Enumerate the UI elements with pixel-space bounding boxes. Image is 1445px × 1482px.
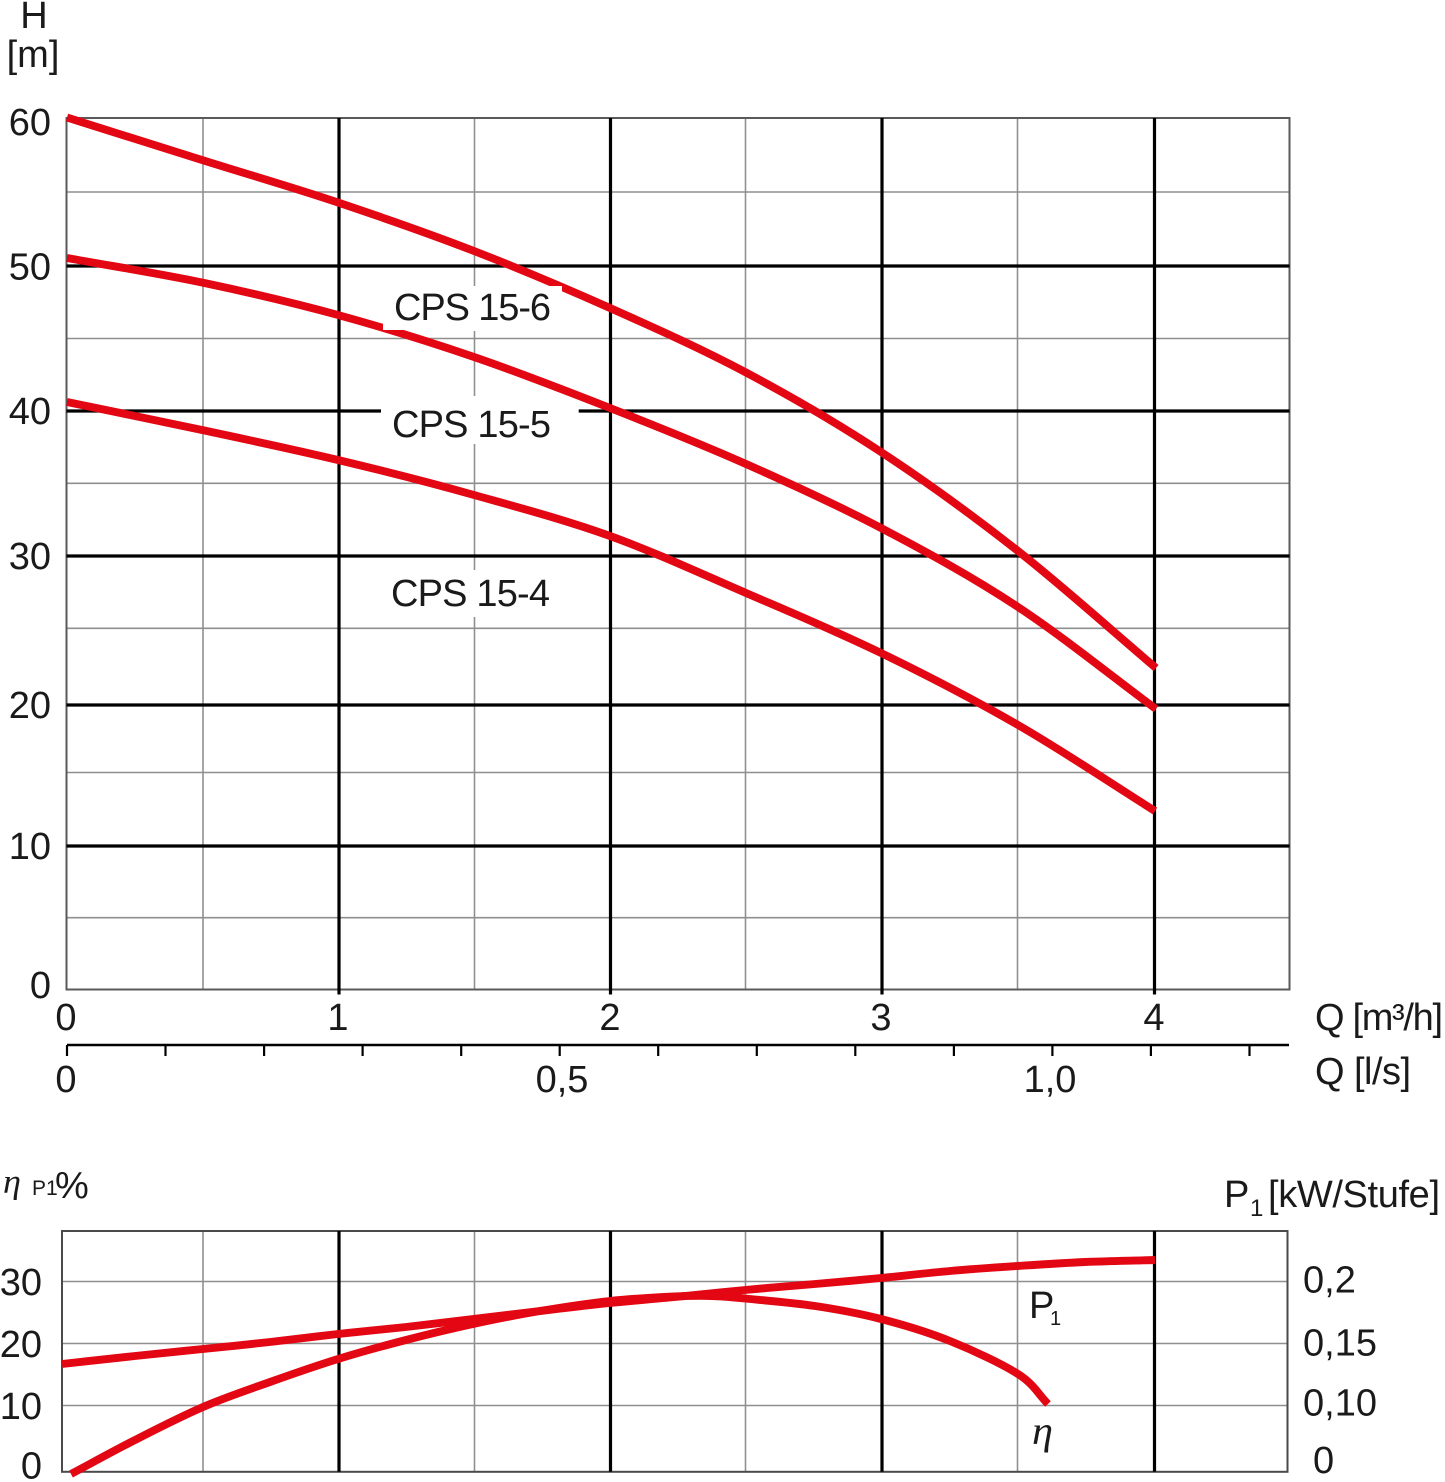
svg-text:η: η: [1032, 1408, 1053, 1453]
svg-text:1: 1: [1250, 1195, 1263, 1222]
svg-text:Q [l/s]: Q [l/s]: [1315, 1051, 1411, 1093]
svg-text:[kW/Stufe]: [kW/Stufe]: [1268, 1174, 1440, 1216]
svg-text:0: 0: [30, 965, 51, 1007]
svg-text:3: 3: [870, 997, 891, 1039]
svg-text:CPS 15-4: CPS 15-4: [391, 573, 550, 615]
svg-text:Q [m³/h]: Q [m³/h]: [1315, 997, 1443, 1039]
svg-text:1,0: 1,0: [1024, 1059, 1077, 1101]
svg-text:H: H: [20, 0, 47, 37]
svg-text:30: 30: [0, 1262, 42, 1304]
svg-text:10: 10: [0, 1386, 42, 1428]
svg-text:0,2: 0,2: [1303, 1260, 1356, 1302]
svg-text:50: 50: [9, 247, 51, 289]
svg-text:0,10: 0,10: [1303, 1383, 1377, 1425]
svg-text:20: 20: [9, 685, 51, 727]
svg-text:60: 60: [9, 102, 51, 144]
svg-text:0: 0: [1313, 1440, 1334, 1482]
svg-text:4: 4: [1143, 997, 1164, 1039]
svg-text:20: 20: [0, 1324, 42, 1366]
svg-text:2: 2: [599, 997, 620, 1039]
svg-text:[m]: [m]: [7, 34, 60, 76]
svg-text:%: %: [55, 1165, 89, 1207]
svg-text:1: 1: [327, 997, 348, 1039]
svg-text:0,15: 0,15: [1303, 1323, 1377, 1365]
svg-text:CPS 15-5: CPS 15-5: [392, 404, 551, 446]
svg-text:30: 30: [9, 536, 51, 578]
svg-text:P: P: [1029, 1285, 1054, 1327]
svg-text:40: 40: [9, 391, 51, 433]
svg-text:0: 0: [21, 1446, 42, 1482]
svg-text:1: 1: [1050, 1308, 1061, 1330]
svg-text:0: 0: [55, 997, 76, 1039]
svg-text:CPS 15-6: CPS 15-6: [394, 287, 551, 329]
svg-text:η: η: [3, 1164, 21, 1201]
svg-text:10: 10: [9, 826, 51, 868]
svg-text:P: P: [1224, 1174, 1249, 1216]
svg-text:0,5: 0,5: [536, 1059, 589, 1101]
svg-text:P1: P1: [32, 1177, 58, 1200]
svg-text:0: 0: [55, 1059, 76, 1101]
